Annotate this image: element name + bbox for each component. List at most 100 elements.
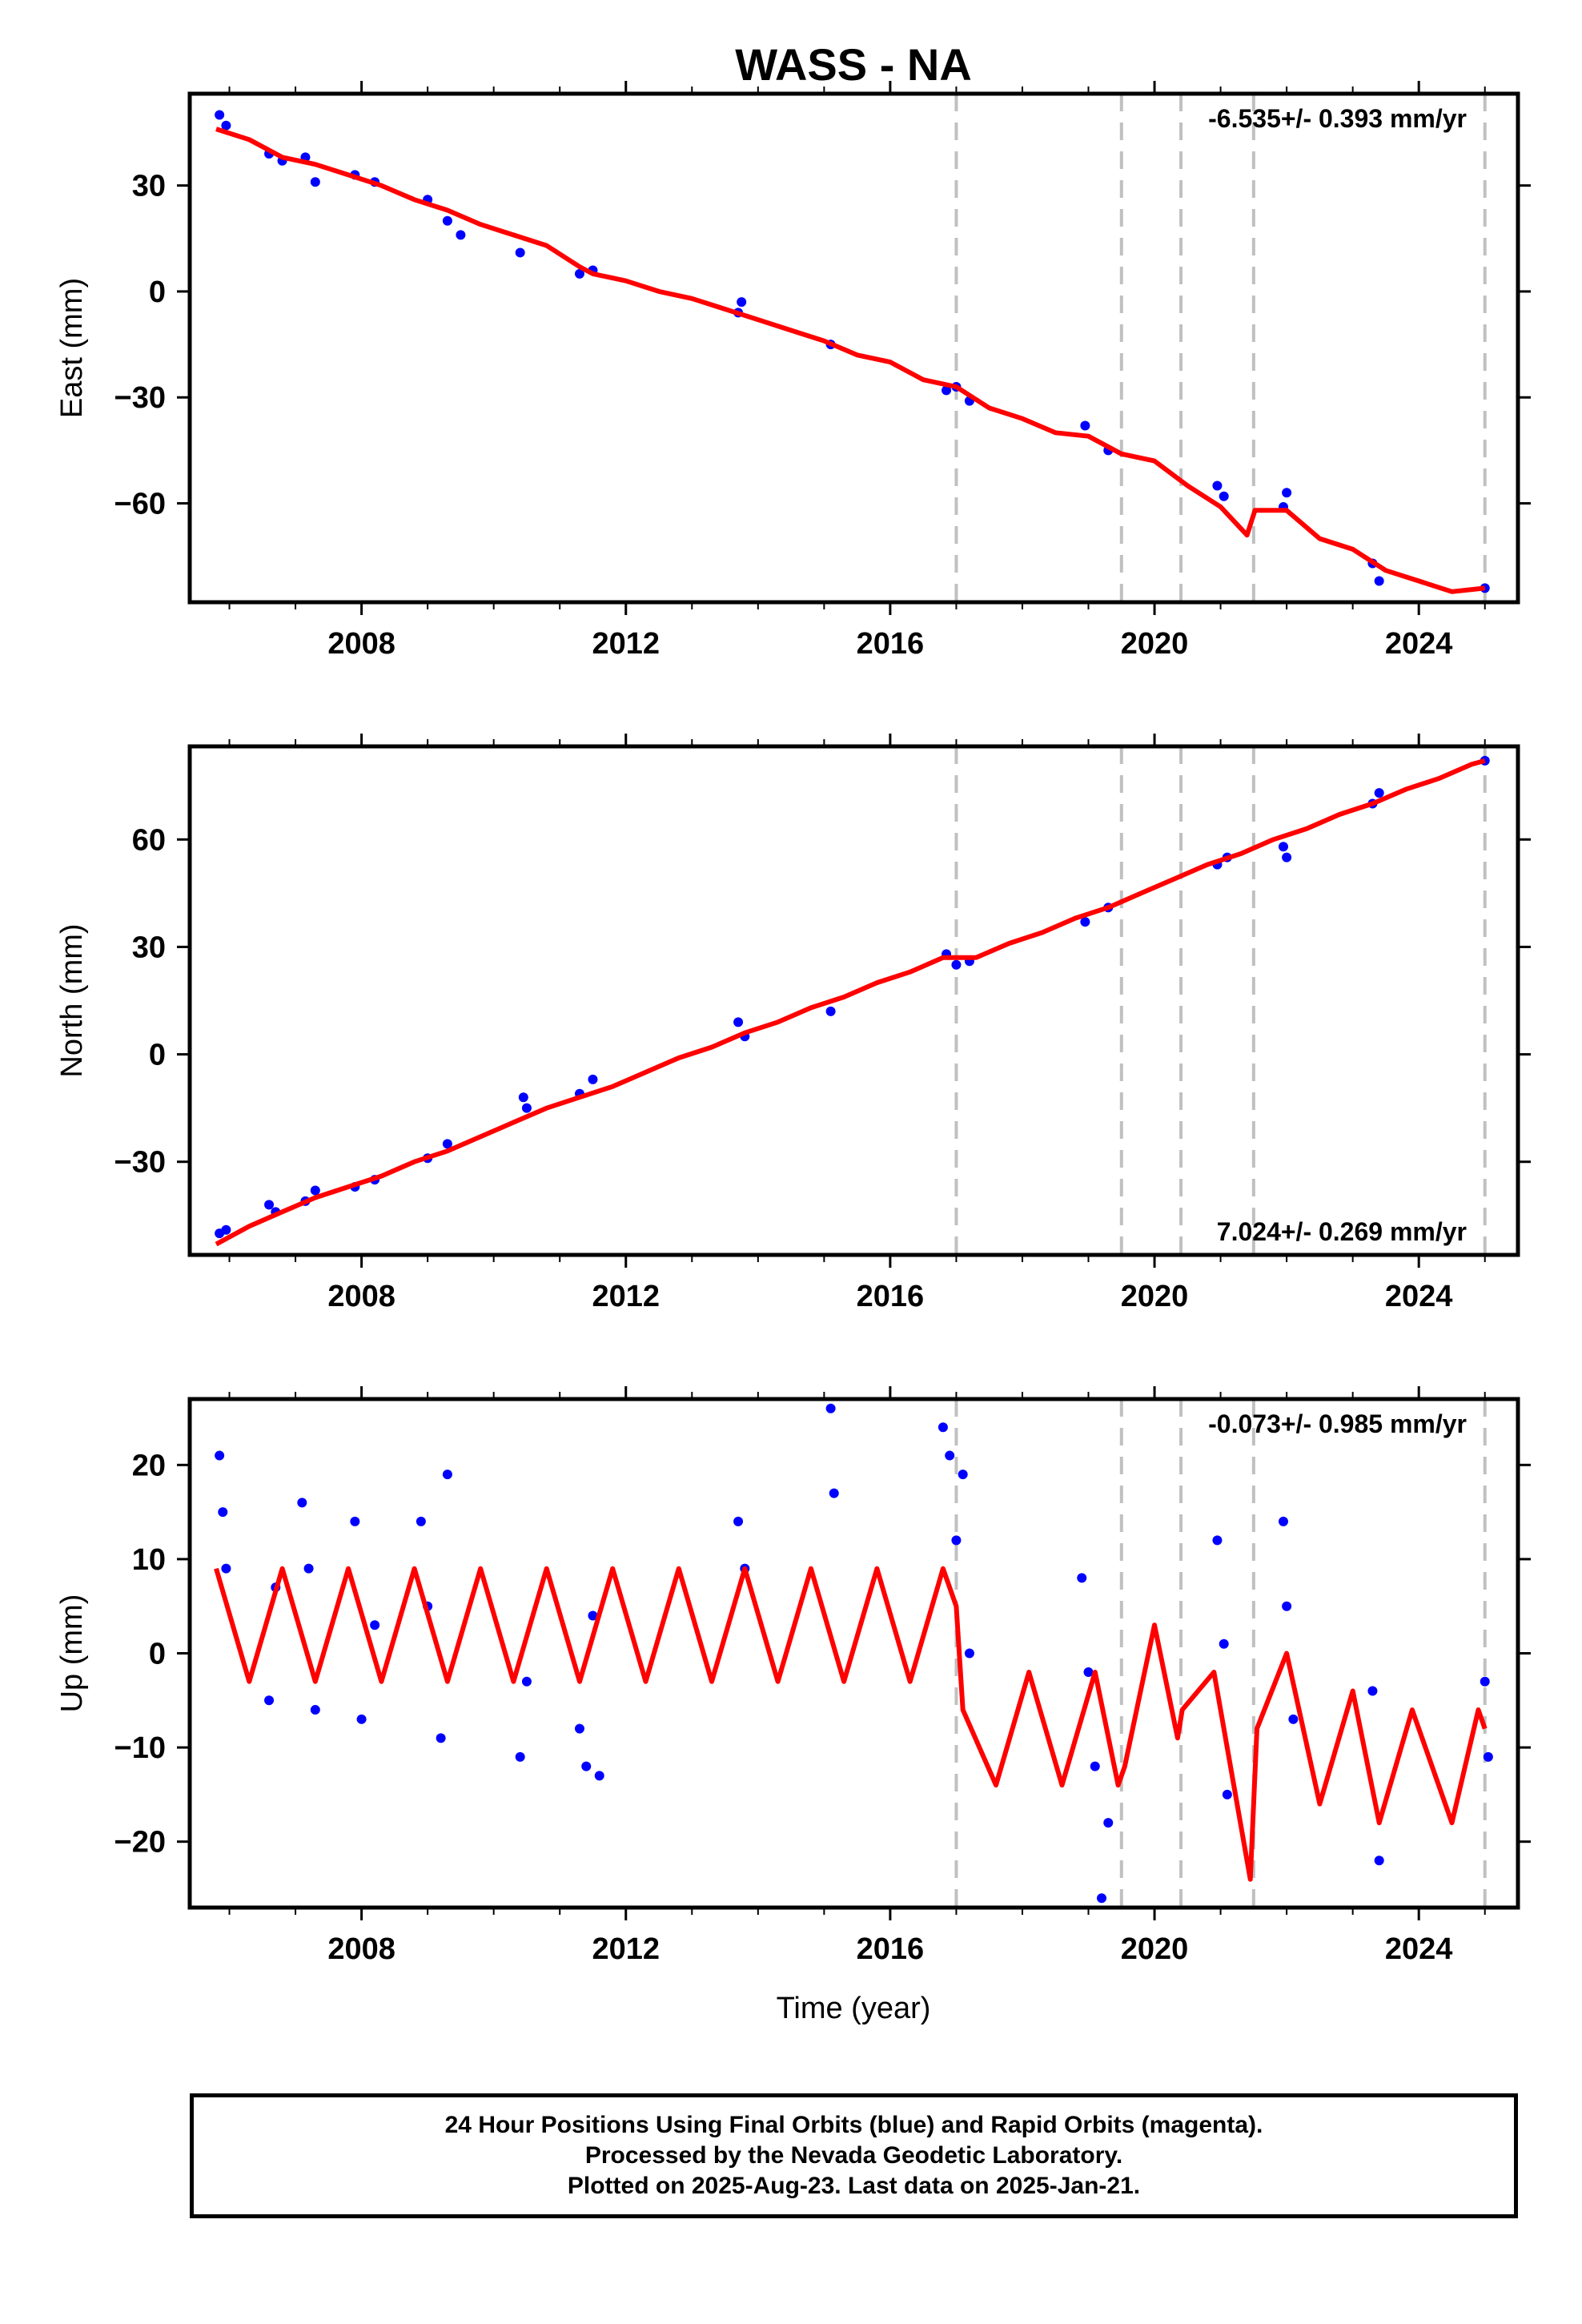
north-data-point-25 xyxy=(1282,852,1292,862)
up-data-point-33 xyxy=(1097,1893,1107,1904)
up-data-point-25 xyxy=(938,1422,948,1433)
footer-line-3: Plotted on 2025-Aug-23. Last data on 202… xyxy=(567,2173,1141,2199)
east-data-point-20 xyxy=(1080,420,1090,431)
up-x-tick-label-2: 2016 xyxy=(857,1932,925,1966)
north-rate-label: 7.024+/- 0.269 mm/yr xyxy=(1217,1217,1467,1246)
east-data-point-10 xyxy=(456,230,466,240)
north-x-tick-label-3: 2020 xyxy=(1121,1280,1189,1313)
up-data-point-27 xyxy=(951,1535,962,1546)
up-data-point-38 xyxy=(1278,1516,1288,1526)
x-axis-label: Time (year) xyxy=(777,1992,931,2025)
up-model-line xyxy=(214,1566,1488,1882)
east-x-tick-label-4: 2024 xyxy=(1385,627,1453,661)
up-data-point-41 xyxy=(1367,1686,1378,1696)
footer-line-2: Processed by the Nevada Geodetic Laborat… xyxy=(584,2142,1123,2169)
up-data-point-24 xyxy=(829,1488,839,1498)
north-x-tick-label-0: 2008 xyxy=(327,1280,396,1313)
east-x-tick-label-3: 2020 xyxy=(1121,627,1189,661)
east-data-point-12 xyxy=(574,268,584,279)
up-data-point-44 xyxy=(1483,1751,1493,1762)
north-data-point-11 xyxy=(521,1103,532,1113)
north-y-tick-label-1: 0 xyxy=(149,1039,166,1072)
east-data-point-25 xyxy=(1282,488,1292,498)
east-y-tick-label-2: 0 xyxy=(149,275,166,309)
up-y-tick-label-0: −20 xyxy=(114,1826,166,1860)
east-data-point-15 xyxy=(737,297,747,308)
east-data-point-17 xyxy=(942,385,952,396)
north-y-axis-label: North (mm) xyxy=(55,923,89,1077)
east-x-tick-label-2: 2016 xyxy=(857,627,925,661)
east-x-tick-label-1: 2012 xyxy=(592,627,660,661)
north-data-point-24 xyxy=(1278,842,1288,852)
up-data-point-0 xyxy=(215,1450,225,1461)
east-x-tick-label-0: 2008 xyxy=(327,627,396,661)
footer-line-1: 24 Hour Positions Using Final Orbits (bl… xyxy=(444,2112,1263,2138)
north-data-point-1 xyxy=(221,1224,231,1235)
east-data-point-0 xyxy=(215,110,225,120)
east-data-point-9 xyxy=(442,215,452,226)
north-data-point-9 xyxy=(442,1139,452,1149)
up-y-tick-label-3: 10 xyxy=(132,1543,166,1577)
north-data-point-20 xyxy=(1080,917,1090,927)
east-panel: 2008 2012 2016 2020 2024 −60 −30 0 30 East (mm) -6… xyxy=(55,81,1531,661)
up-data-point-17 xyxy=(574,1723,584,1734)
north-y-tick-label-3: 60 xyxy=(132,823,166,857)
north-x-tick-label-4: 2024 xyxy=(1385,1280,1453,1313)
panels: 2008 2012 2016 2020 2024 −60 −30 0 30 East (mm) -6… xyxy=(55,81,1531,1966)
up-data-point-39 xyxy=(1282,1601,1292,1611)
up-data-point-16 xyxy=(521,1676,532,1687)
up-data-point-42 xyxy=(1374,1856,1384,1866)
up-data-point-26 xyxy=(945,1450,955,1461)
north-x-tick-label-2: 2016 xyxy=(857,1280,925,1313)
up-data-point-36 xyxy=(1219,1638,1229,1649)
up-data-point-2 xyxy=(221,1563,231,1574)
up-data-point-28 xyxy=(958,1470,968,1480)
north-data-point-27 xyxy=(1374,788,1384,798)
east-model-line xyxy=(215,127,1486,594)
up-x-tick-label-0: 2008 xyxy=(327,1932,396,1966)
up-data-point-5 xyxy=(297,1498,307,1508)
up-data-point-34 xyxy=(1103,1818,1114,1828)
up-data-point-14 xyxy=(442,1470,452,1480)
up-data-point-29 xyxy=(964,1648,974,1659)
east-data-point-23 xyxy=(1219,491,1229,501)
plot-title: WASS - NA xyxy=(735,39,972,90)
north-data-point-13 xyxy=(588,1074,598,1084)
north-data-point-2 xyxy=(264,1200,275,1210)
east-data-point-11 xyxy=(515,247,525,258)
north-y-tick-label-2: 30 xyxy=(132,931,166,964)
up-data-point-31 xyxy=(1083,1667,1094,1678)
up-x-tick-label-3: 2020 xyxy=(1121,1932,1189,1966)
up-data-point-20 xyxy=(594,1771,604,1781)
north-data-point-10 xyxy=(518,1092,528,1103)
north-frame xyxy=(187,744,1520,1257)
up-rate-label: -0.073+/- 0.985 mm/yr xyxy=(1208,1409,1467,1438)
north-data-point-16 xyxy=(825,1006,836,1016)
up-data-point-19 xyxy=(588,1610,598,1621)
up-data-point-1 xyxy=(218,1507,228,1518)
up-data-point-21 xyxy=(733,1516,744,1526)
east-y-tick-label-1: −30 xyxy=(114,381,166,415)
footer-box: 24 Hour Positions Using Final Orbits (bl… xyxy=(190,2093,1518,2218)
up-data-point-15 xyxy=(515,1751,525,1762)
up-panel: 2008 2012 2016 2020 2024 −20 −10 0 10 20 Up (mm) -0… xyxy=(55,1386,1531,1966)
east-data-point-27 xyxy=(1374,576,1384,586)
up-x-tick-label-4: 2024 xyxy=(1385,1932,1453,1966)
up-data-point-37 xyxy=(1222,1789,1232,1799)
up-data-point-6 xyxy=(303,1563,314,1574)
up-data-point-35 xyxy=(1212,1535,1223,1546)
up-y-tick-label-1: −10 xyxy=(114,1731,166,1765)
up-data-point-9 xyxy=(356,1714,367,1724)
up-x-tick-label-1: 2012 xyxy=(592,1932,660,1966)
east-data-point-5 xyxy=(310,177,320,187)
north-model-line xyxy=(215,758,1486,1247)
north-data-point-5 xyxy=(310,1185,320,1196)
up-y-tick-label-2: 0 xyxy=(149,1638,166,1671)
up-data-point-32 xyxy=(1090,1761,1100,1771)
east-y-tick-label-0: −60 xyxy=(114,488,166,521)
up-data-point-30 xyxy=(1077,1573,1087,1583)
east-rate-label: -6.535+/- 0.393 mm/yr xyxy=(1208,104,1467,133)
up-data-point-43 xyxy=(1480,1676,1490,1687)
north-data-point-18 xyxy=(951,959,962,970)
